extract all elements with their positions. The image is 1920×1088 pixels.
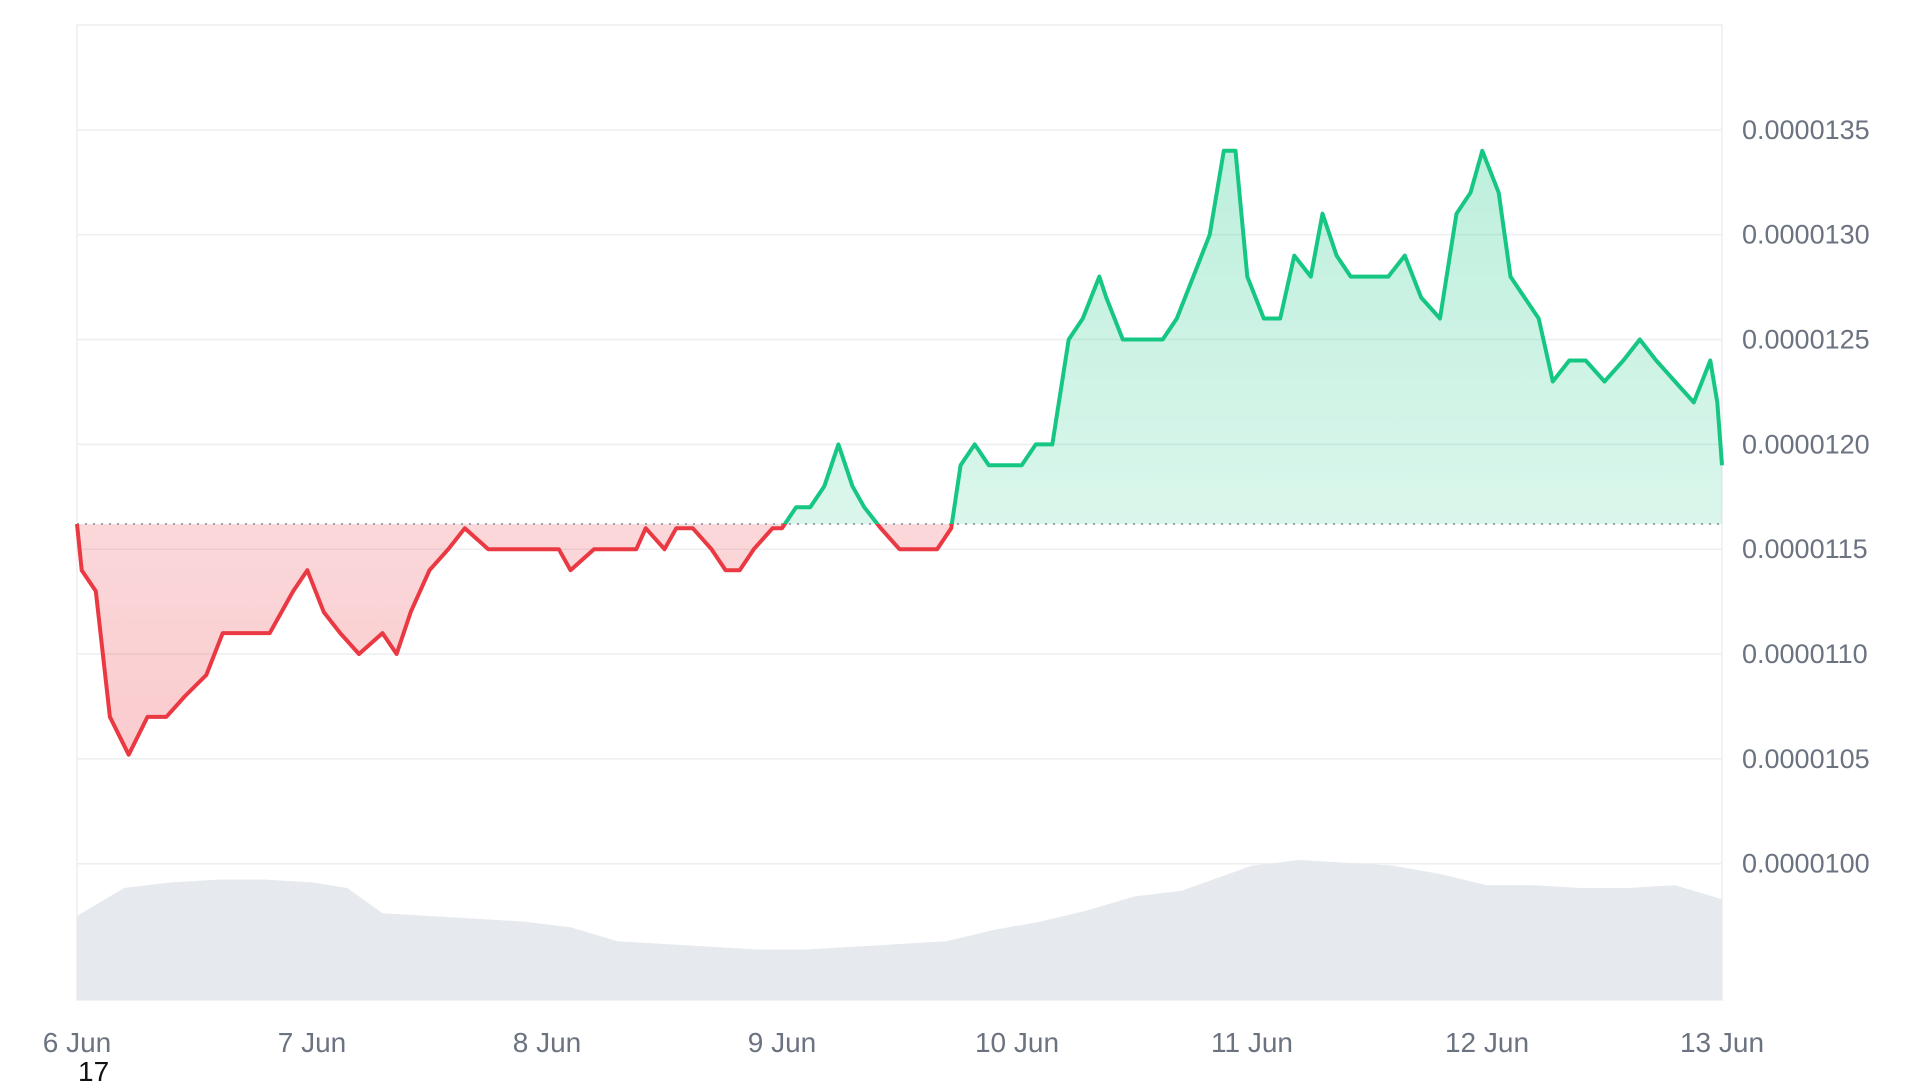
y-tick-label: 0.0000110 xyxy=(1742,639,1868,669)
y-tick-label: 0.0000125 xyxy=(1742,325,1870,355)
x-tick-label: 7 Jun xyxy=(278,1027,347,1058)
x-tick-label: 6 Jun xyxy=(43,1027,112,1058)
x-tick-label: 10 Jun xyxy=(975,1027,1059,1058)
y-tick-label: 0.0000120 xyxy=(1742,429,1870,459)
x-tick-label: 9 Jun xyxy=(748,1027,817,1058)
area-below-baseline xyxy=(77,524,952,755)
x-tick-label: 13 Jun xyxy=(1680,1027,1764,1058)
x-tick-label: 8 Jun xyxy=(513,1027,582,1058)
price-line-down xyxy=(75,524,954,757)
y-tick-label: 0.0000130 xyxy=(1742,220,1870,250)
area-above-baseline xyxy=(77,150,1722,525)
volume-area xyxy=(77,860,1722,1000)
y-tick-label: 0.0000105 xyxy=(1742,744,1870,774)
volume-layer xyxy=(77,860,1722,1000)
price-line-up xyxy=(76,148,1724,525)
x-tick-label: 11 Jun xyxy=(1211,1027,1293,1058)
y-tick-label: 0.0000100 xyxy=(1742,849,1870,879)
y-tick-label: 0.0000115 xyxy=(1742,534,1868,564)
stray-label: 17 xyxy=(78,1056,110,1087)
x-axis-ticks: 6 Jun 7 Jun 8 Jun 9 Jun 10 Jun 11 Jun 12 Jun 13… xyxy=(43,1027,1764,1058)
y-axis-ticks: 0.0000100 0.0000105 0.0000110 0.0000115 0.00… xyxy=(1742,115,1870,879)
y-tick-label: 0.0000135 xyxy=(1742,115,1870,145)
line-layer xyxy=(75,148,1724,757)
x-tick-label: 12 Jun xyxy=(1445,1027,1529,1058)
area-layer xyxy=(77,150,1722,755)
